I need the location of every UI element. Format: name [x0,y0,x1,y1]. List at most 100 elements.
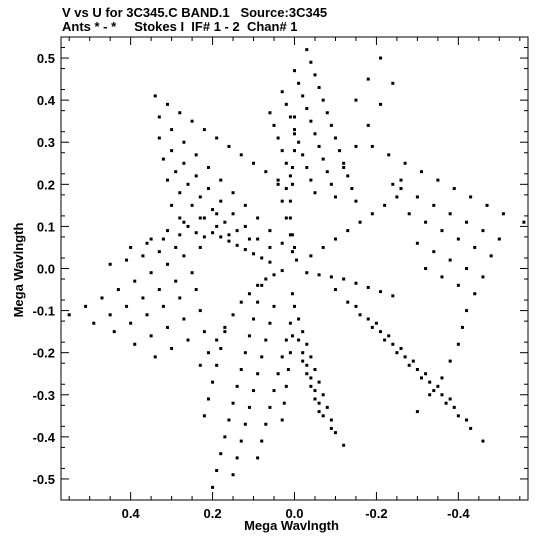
data-point [256,300,260,304]
x-tick-label: 0.4 [122,506,141,521]
data-point [260,355,264,359]
data-point [305,165,309,169]
data-point [288,115,292,119]
data-point [489,254,493,258]
data-point [170,128,174,132]
x-tick-label: -0.2 [365,506,387,521]
data-point [301,359,305,363]
data-point [198,363,202,367]
y-axis-label: Mega Wavlngth [11,222,26,318]
plot-frame [60,36,529,501]
data-point [297,140,301,144]
data-point [317,273,321,277]
data-point [178,111,182,115]
data-point [264,422,268,426]
data-point [280,418,284,422]
data-point [211,485,215,489]
data-point [157,115,161,119]
data-point [309,178,313,182]
data-point [415,195,419,199]
data-point [194,153,198,157]
data-points [67,48,526,489]
data-point [403,355,407,359]
data-point [145,241,149,245]
data-point [424,220,428,224]
data-point [260,283,264,287]
data-point [239,368,243,372]
y-tick-label: 0.2 [37,177,55,192]
data-point [321,393,325,397]
data-point [284,216,288,220]
data-point [202,330,206,334]
data-point [141,296,145,300]
data-point [157,136,161,140]
data-point [178,233,182,237]
data-point [284,102,288,106]
data-point [469,195,473,199]
y-axis-ticks: 0.5 0.4 0.3 0.2 0.1 0.0 -0.1 -0.2 -0.3 -0.4 -0.5 [33,47,528,487]
data-point [342,161,346,165]
data-point [399,346,403,350]
data-point [235,243,239,247]
data-point [293,128,296,132]
data-point [190,119,194,123]
data-point [419,376,423,380]
data-point [354,199,358,203]
data-point [329,275,333,279]
data-point [346,300,350,304]
data-point [243,224,247,228]
data-point [403,161,407,165]
data-point [182,140,186,144]
data-point [198,309,202,313]
data-point [264,338,268,342]
data-point [243,351,247,355]
data-point [206,187,210,191]
data-point [219,178,223,182]
data-point [280,199,284,203]
data-point [424,267,428,270]
data-point [219,235,223,239]
x-axis-ticks: 0.4 0.2 0.0 -0.2 -0.4 [68,37,521,521]
data-point [166,229,170,233]
data-point [290,250,294,254]
data-point [284,187,288,191]
data-point [301,153,305,157]
data-point [481,229,485,233]
data-point [215,224,219,228]
data-point [211,380,215,384]
x-tick-label: 0.2 [204,506,222,521]
data-point [465,267,469,270]
data-point [288,233,292,237]
data-point [293,132,296,136]
data-point [309,376,313,380]
data-point [100,296,104,300]
data-point [92,321,96,325]
data-point [182,254,186,258]
data-point [272,123,276,127]
data-point [317,86,321,90]
data-point [415,241,419,245]
data-point [379,330,383,334]
data-point [333,431,337,435]
data-point [309,60,313,64]
data-point [419,170,423,174]
data-point [286,368,290,372]
data-point [178,296,182,300]
data-point [301,330,305,334]
data-point [313,389,317,393]
data-point [272,273,276,277]
data-point [452,187,456,191]
data-point [448,258,452,262]
y-tick-label: -0.4 [33,430,56,445]
data-point [202,235,206,239]
data-point [387,334,391,338]
data-point [243,422,247,426]
data-point [301,351,305,355]
data-point [206,351,210,355]
data-point [440,376,444,380]
data-point [444,401,448,405]
data-point [313,132,317,136]
data-point [276,372,280,376]
data-point [374,321,378,325]
